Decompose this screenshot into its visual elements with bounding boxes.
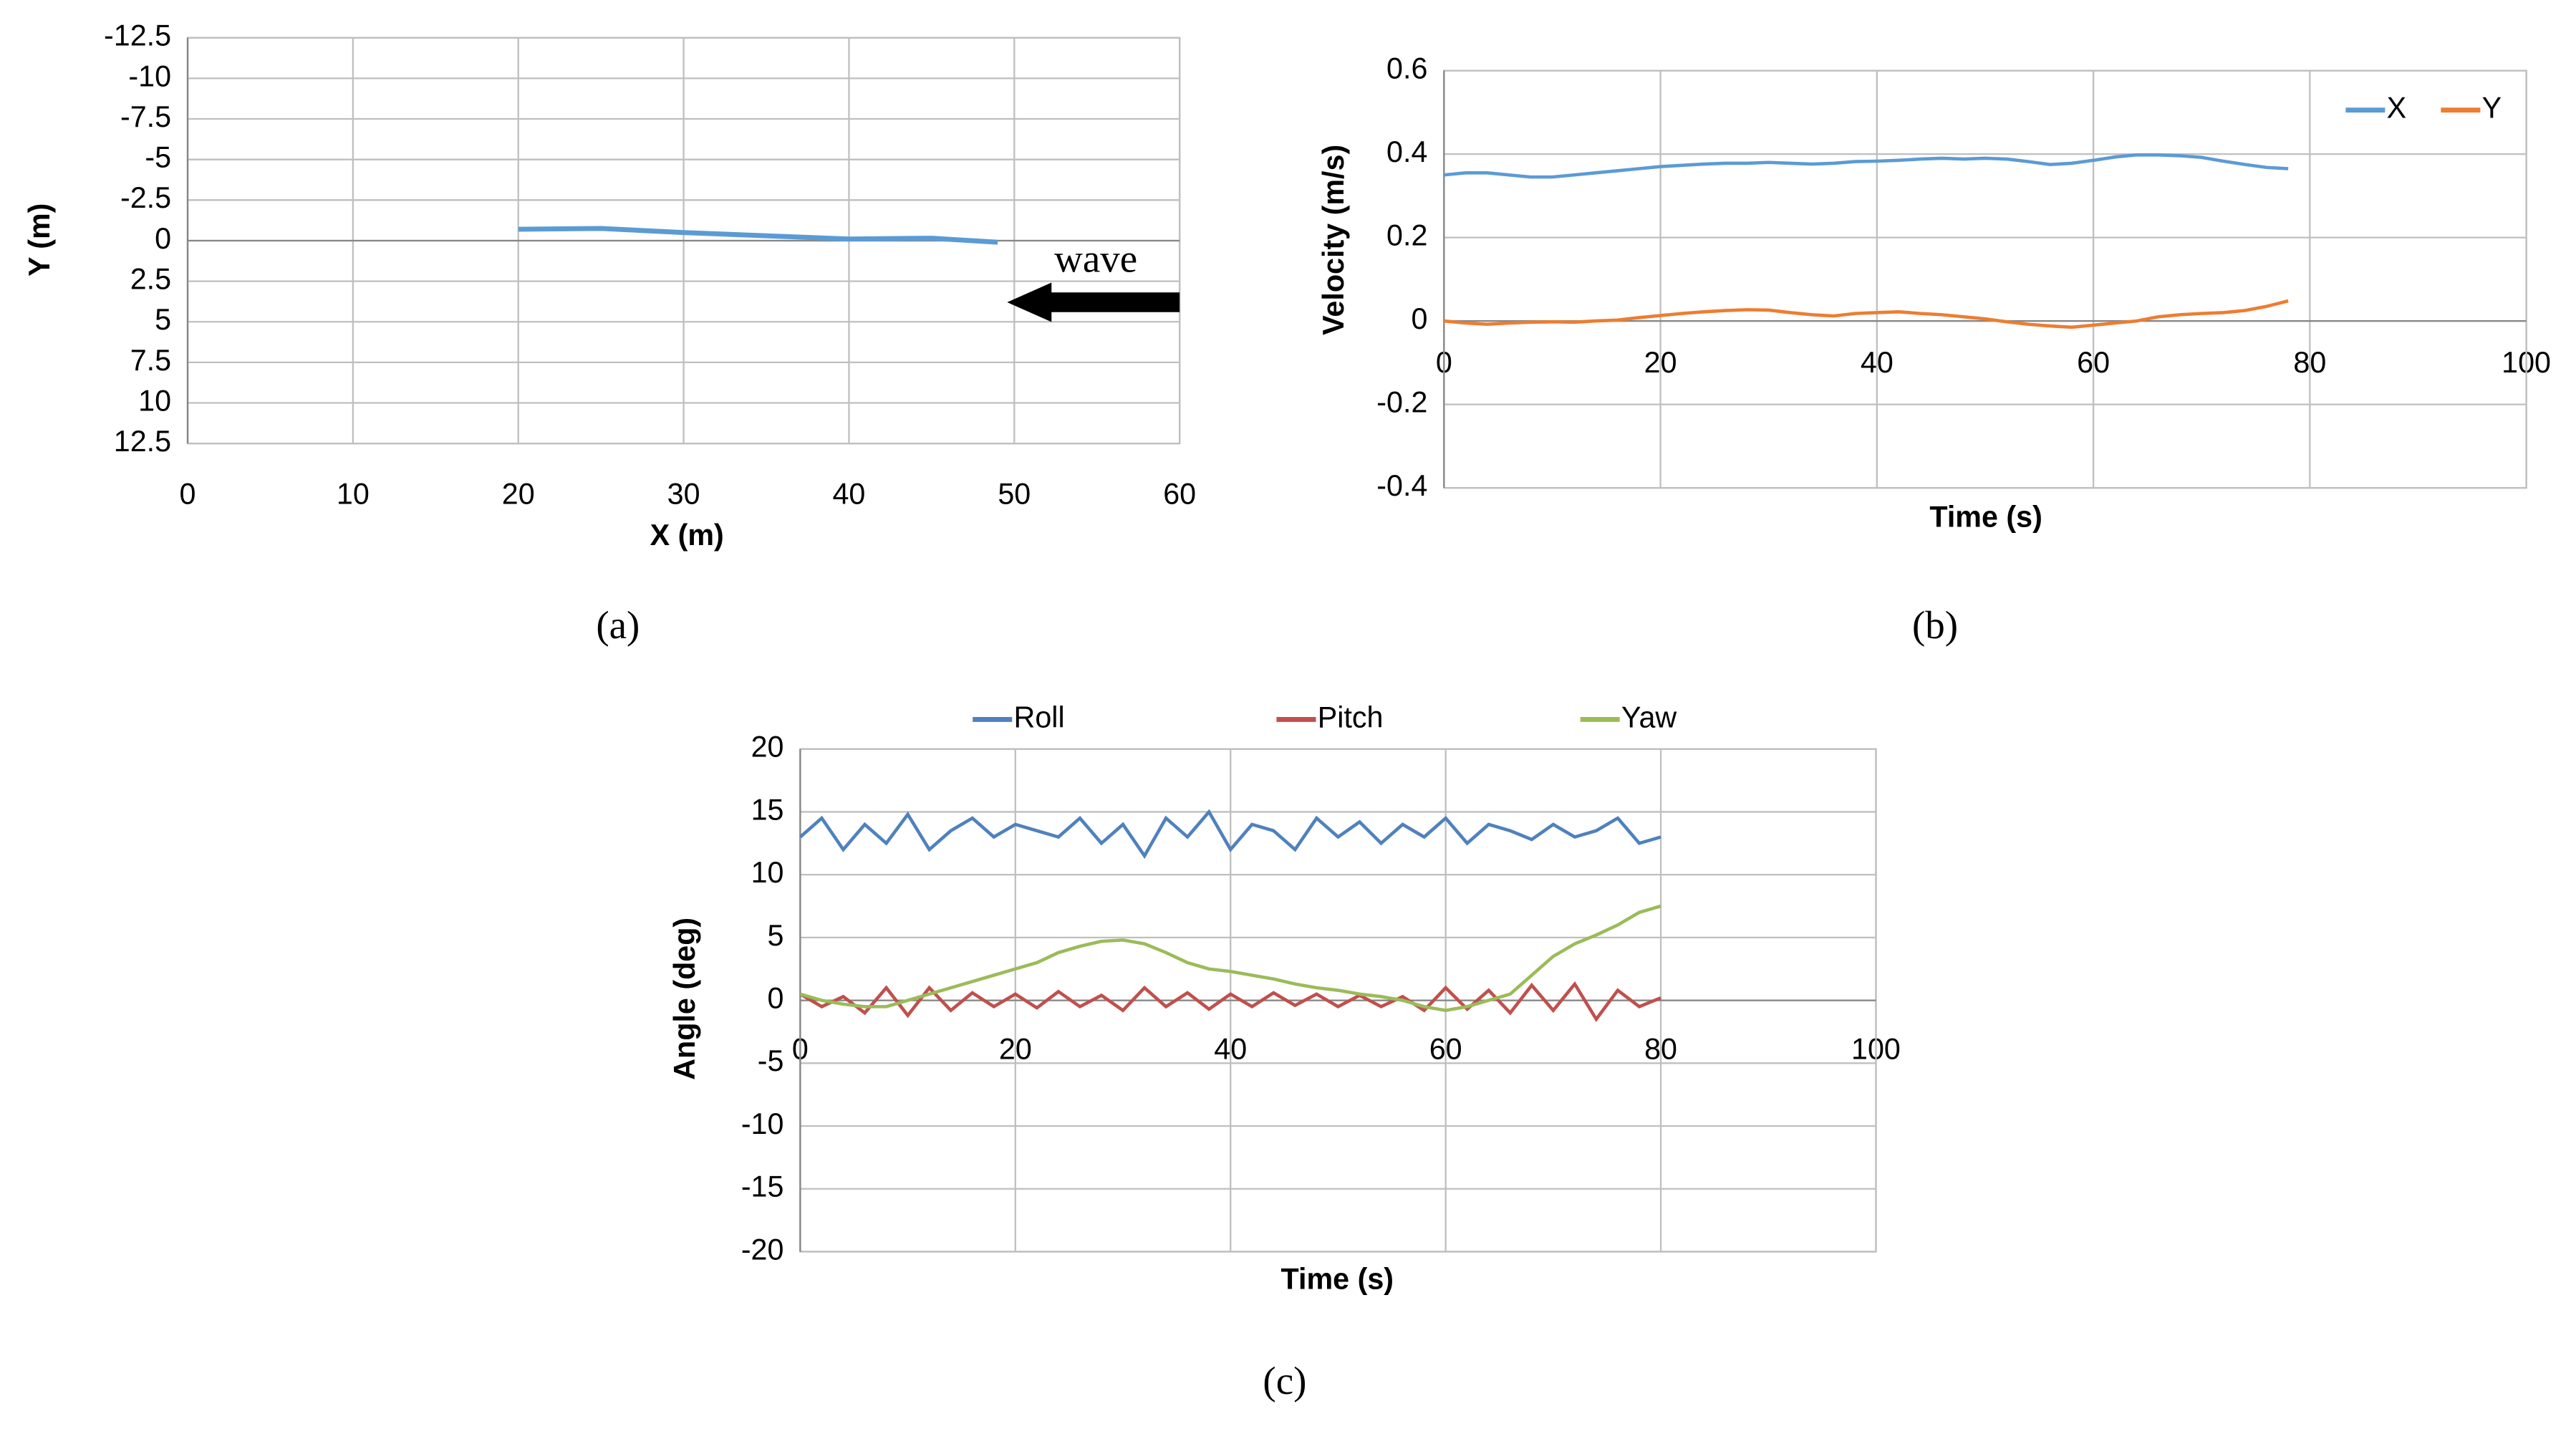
x-tick-label: 30: [667, 477, 700, 510]
y-tick-label: -5: [145, 141, 171, 174]
y-tick-label: 20: [751, 731, 784, 764]
y-tick-label: 0: [768, 981, 784, 1014]
y-tick-label: -10: [128, 59, 171, 92]
y-tick-label: -15: [741, 1170, 784, 1203]
legend-label: Y: [2482, 92, 2502, 125]
annotation: wave: [1054, 237, 1137, 281]
y-tick-label: 7.5: [130, 344, 171, 377]
y-axis-title: Velocity (m/s): [1317, 145, 1350, 335]
x-tick-label: 60: [1163, 477, 1196, 510]
y-tick-label: -0.2: [1376, 386, 1427, 419]
panel-label: (b): [1912, 603, 1958, 647]
panel-label: (c): [1263, 1359, 1306, 1402]
panel-label: (a): [596, 603, 640, 647]
x-axis-title: X (m): [650, 519, 724, 552]
y-tick-label: -0.4: [1376, 469, 1427, 502]
y-tick-label: -2.5: [120, 181, 171, 214]
y-tick-label: 5: [155, 303, 171, 336]
x-axis-title: Time (s): [1929, 501, 2042, 534]
x-tick-label: 20: [999, 1033, 1032, 1066]
plot-border: [1443, 69, 2527, 489]
legend-label: Roll: [1014, 701, 1065, 733]
legend-label: X: [2387, 92, 2407, 125]
x-tick-label: 40: [1214, 1033, 1247, 1066]
series-line: [799, 809, 1661, 860]
series-line: [799, 904, 1661, 1012]
x-tick-label: 40: [1861, 346, 1894, 379]
legend-label: Pitch: [1318, 701, 1384, 733]
x-tick-label: 80: [2293, 346, 2326, 379]
y-axis-title: Y (m): [23, 203, 56, 276]
y-tick-label: 0: [155, 222, 171, 255]
legend-label: Yaw: [1621, 701, 1677, 733]
x-tick-label: 50: [998, 477, 1031, 510]
y-tick-label: -20: [741, 1233, 784, 1266]
wave-arrow: [1007, 282, 1180, 322]
x-tick-label: 0: [180, 477, 196, 510]
y-tick-label: -7.5: [120, 100, 171, 133]
y-tick-label: 2.5: [130, 263, 171, 296]
series-line: [799, 981, 1661, 1022]
y-tick-label: -5: [758, 1044, 784, 1077]
y-tick-label: 0: [1411, 302, 1427, 335]
x-tick-label: 80: [1644, 1033, 1677, 1066]
series-line: [1444, 153, 2289, 179]
x-tick-label: 40: [832, 477, 865, 510]
x-tick-label: 20: [1644, 346, 1677, 379]
y-tick-label: 5: [768, 919, 784, 952]
y-tick-label: 0.4: [1386, 135, 1427, 168]
y-tick-label: -12.5: [104, 19, 171, 52]
x-axis-title: Time (s): [1281, 1263, 1394, 1296]
y-tick-label: -10: [741, 1107, 784, 1140]
y-tick-label: 15: [751, 793, 784, 826]
x-tick-label: 20: [502, 477, 535, 510]
y-tick-label: 12.5: [114, 425, 171, 458]
y-tick-label: 0.2: [1386, 219, 1427, 252]
series-line: [1444, 299, 2289, 329]
trajectory-line: [518, 226, 998, 245]
y-tick-label: 10: [138, 384, 171, 417]
y-tick-label: 10: [751, 856, 784, 889]
x-tick-label: 60: [1429, 1033, 1462, 1066]
x-tick-label: 10: [337, 477, 370, 510]
y-tick-label: 0.6: [1386, 52, 1427, 85]
y-axis-title: Angle (deg): [668, 918, 701, 1080]
x-tick-label: 60: [2077, 346, 2110, 379]
